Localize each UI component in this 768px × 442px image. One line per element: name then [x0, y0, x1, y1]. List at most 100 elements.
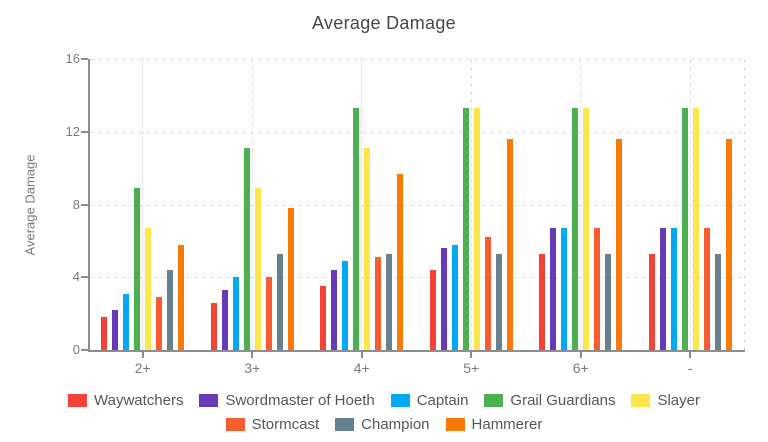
legend-label-grail-guardians: Grail Guardians — [510, 392, 616, 409]
bar-swordmaster-of-hoeth--[interactable] — [659, 228, 666, 350]
plot-area: 0 4 8 12 16 2+ 3+ 4+ 5+ 6+ - — [66, 51, 745, 376]
x-tick-label-3-: 3+ — [244, 360, 261, 376]
x-tick-mark-3- — [251, 352, 254, 358]
y-axis-line — [88, 59, 90, 352]
bar-slayer-3-[interactable] — [254, 188, 261, 350]
bar-group-6- — [539, 59, 623, 350]
bar-champion-2-[interactable] — [167, 269, 174, 350]
bar-captain-6-[interactable] — [561, 228, 568, 350]
bar-slayer--[interactable] — [692, 108, 699, 350]
bar-champion-3-[interactable] — [276, 253, 283, 350]
x-tick-mark-5- — [470, 352, 473, 358]
y-tick-label-12: 12 — [65, 123, 80, 139]
legend: Waywatchers Swordmaster of Hoeth Captain Gr… — [34, 392, 734, 433]
bar-group-3- — [210, 59, 294, 350]
legend-swatch-champion — [335, 418, 355, 431]
legend-swatch-grail-guardians — [484, 394, 504, 407]
bar-waywatchers--[interactable] — [648, 253, 655, 350]
bar-swordmaster-of-hoeth-3-[interactable] — [221, 289, 228, 350]
bar-stormcast-5-[interactable] — [484, 237, 491, 350]
bar-group-- — [648, 59, 732, 350]
bar-hammerer-6-[interactable] — [616, 139, 623, 350]
bar-captain-5-[interactable] — [451, 244, 458, 350]
y-tick-label-8: 8 — [72, 196, 80, 212]
legend-item-grail-guardians[interactable]: Grail Guardians — [484, 392, 615, 409]
legend-swatch-hammerer — [445, 418, 465, 431]
bar-slayer-2-[interactable] — [145, 228, 152, 350]
bar-grail-guardians-4-[interactable] — [353, 108, 360, 350]
y-tick-mark-8 — [81, 203, 88, 206]
bar-grail-guardians-6-[interactable] — [572, 108, 579, 350]
bar-captain-3-[interactable] — [232, 277, 239, 350]
y-axis-title: Average Damage — [22, 154, 38, 256]
bar-captain--[interactable] — [670, 228, 677, 350]
bar-waywatchers-4-[interactable] — [320, 286, 327, 350]
x-tick-label--: - — [687, 360, 693, 376]
bar-swordmaster-of-hoeth-2-[interactable] — [112, 310, 119, 350]
legend-item-slayer[interactable]: Slayer — [631, 392, 700, 409]
legend-item-hammerer[interactable]: Hammerer — [445, 416, 542, 433]
bar-swordmaster-of-hoeth-6-[interactable] — [550, 228, 557, 350]
bar-champion-6-[interactable] — [605, 253, 612, 350]
x-tick-label-2-: 2+ — [134, 360, 151, 376]
bar-grail-guardians--[interactable] — [681, 108, 688, 350]
y-tick-label-4: 4 — [72, 269, 80, 285]
x-tick-label-4-: 4+ — [353, 360, 370, 376]
bar-stormcast-6-[interactable] — [594, 228, 601, 350]
legend-swatch-stormcast — [225, 418, 245, 431]
legend-label-slayer: Slayer — [657, 392, 700, 409]
bar-grail-guardians-3-[interactable] — [243, 148, 250, 350]
legend-swatch-swordmaster-of-hoeth — [199, 394, 219, 407]
legend-label-swordmaster-of-hoeth: Swordmaster of Hoeth — [225, 392, 375, 409]
bar-hammerer-3-[interactable] — [287, 208, 294, 350]
bar-stormcast-3-[interactable] — [265, 277, 272, 350]
bar-swordmaster-of-hoeth-4-[interactable] — [331, 269, 338, 350]
bar-champion-5-[interactable] — [495, 253, 502, 350]
bar-champion--[interactable] — [714, 253, 721, 350]
bar-hammerer--[interactable] — [725, 139, 732, 350]
bar-group-2- — [101, 59, 185, 350]
bar-stormcast-4-[interactable] — [375, 257, 382, 350]
legend-item-captain[interactable]: Captain — [390, 392, 469, 409]
bar-slayer-4-[interactable] — [364, 148, 371, 350]
bar-waywatchers-6-[interactable] — [539, 253, 546, 350]
chart-title: Average Damage — [312, 13, 456, 33]
x-tick-mark-4- — [360, 352, 363, 358]
y-tick-mark-4 — [81, 276, 88, 279]
bar-waywatchers-3-[interactable] — [210, 302, 217, 350]
bar-grail-guardians-5-[interactable] — [462, 108, 469, 350]
bar-hammerer-4-[interactable] — [397, 173, 404, 350]
bar-waywatchers-2-[interactable] — [101, 317, 108, 350]
bar-champion-4-[interactable] — [386, 253, 393, 350]
bar-swordmaster-of-hoeth-5-[interactable] — [440, 248, 447, 350]
legend-item-stormcast[interactable]: Stormcast — [225, 416, 319, 433]
x-tick-mark-- — [689, 352, 692, 358]
legend-label-champion: Champion — [361, 416, 430, 433]
gridline-y-16 — [90, 59, 745, 60]
bar-slayer-5-[interactable] — [473, 108, 480, 350]
bar-hammerer-2-[interactable] — [178, 244, 185, 350]
gridline-y-12 — [90, 131, 745, 133]
x-tick-label-5-: 5+ — [463, 360, 480, 376]
legend-label-captain: Captain — [416, 392, 469, 409]
y-tick-mark-16 — [81, 58, 88, 60]
bar-captain-4-[interactable] — [342, 260, 349, 350]
y-tick-label-0: 0 — [72, 342, 80, 357]
bar-grail-guardians-2-[interactable] — [134, 188, 141, 350]
bar-group-4- — [320, 59, 404, 350]
legend-item-swordmaster-of-hoeth[interactable]: Swordmaster of Hoeth — [199, 392, 375, 409]
gridline-y-4 — [90, 277, 745, 279]
legend-swatch-waywatchers — [68, 394, 87, 407]
x-tick-mark-2- — [141, 352, 144, 358]
bar-stormcast--[interactable] — [703, 228, 710, 350]
bar-slayer-6-[interactable] — [583, 108, 590, 350]
bar-stormcast-2-[interactable] — [156, 297, 163, 350]
bar-captain-2-[interactable] — [123, 293, 130, 350]
legend-item-champion[interactable]: Champion — [335, 416, 430, 433]
bar-hammerer-5-[interactable] — [506, 139, 513, 350]
legend-swatch-slayer — [631, 394, 651, 407]
legend-item-waywatchers[interactable]: Waywatchers — [68, 392, 183, 409]
legend-label-waywatchers: Waywatchers — [94, 392, 184, 409]
bar-waywatchers-5-[interactable] — [429, 269, 436, 350]
